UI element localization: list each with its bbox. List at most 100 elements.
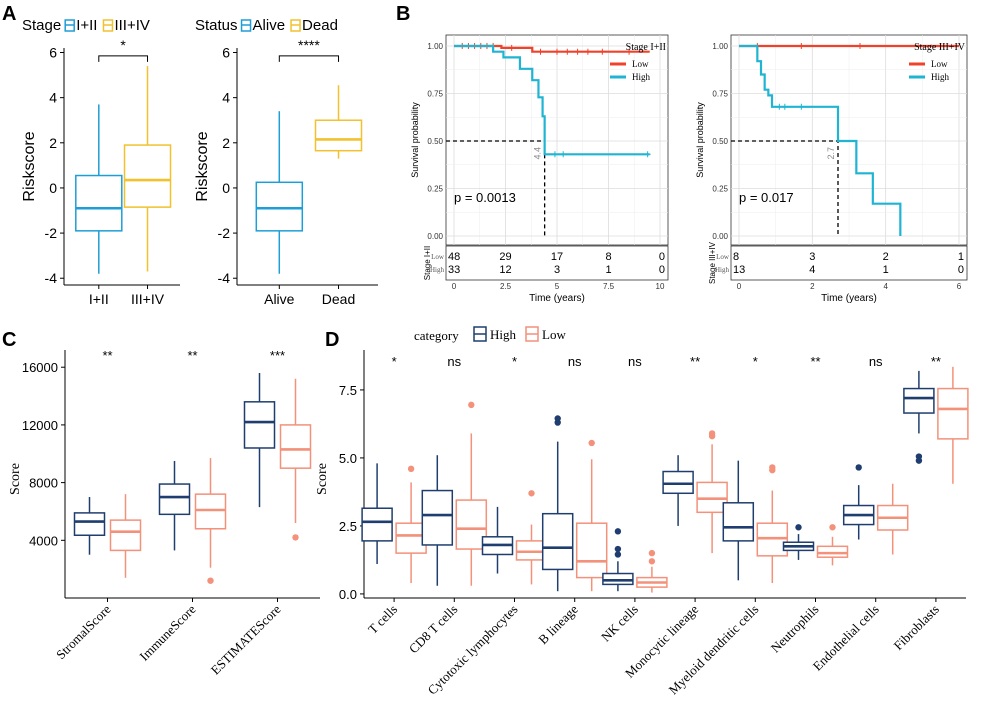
risk-row-name: Low (716, 253, 730, 261)
x-axis-label: Time (years) (821, 293, 877, 304)
risk-count: 29 (499, 251, 511, 263)
risk-count: 1 (883, 264, 889, 276)
y-tick-label: 4 (222, 90, 230, 106)
x-tick-label: 4 (883, 282, 888, 291)
box-low-immunescore-outlier (207, 577, 213, 583)
risk-count: 33 (448, 264, 460, 276)
y-tick-label: -4 (45, 270, 58, 286)
box-low-cd8-t-cells-outlier (468, 402, 474, 408)
y-tick-label: 0 (49, 180, 57, 196)
box-high-cd8-t-cells-box (422, 491, 452, 545)
panel-a-status-plot: -4 -2 0 2 4 6 Riskscore Alive Dead **** Status Aliv… (194, 17, 378, 307)
box-low-nk-cells-outlier (649, 558, 655, 564)
risk-count: 48 (448, 251, 460, 263)
risk-row-name: Low (431, 253, 445, 261)
x-tick-label: ESTIMATEScore (208, 601, 284, 677)
box-low-stromalscore-box (111, 520, 141, 550)
box-low-neutrophils-outlier (829, 524, 835, 530)
median-survival-label: 2.7 (826, 147, 836, 160)
y-tick-label: 0.0 (339, 587, 357, 602)
x-tick-label: 2.5 (500, 282, 512, 291)
x-tick-label: 6 (957, 282, 962, 291)
box-high-stromalscore-box (75, 513, 105, 535)
y-axis-label: Survival probability (695, 102, 705, 178)
x-tick-label: Fibroblasts (891, 602, 942, 653)
box-high-myeloid-dendritic-cells-box (723, 503, 753, 541)
y-tick-label: 7.5 (339, 383, 357, 398)
box-low-myeloid-dendritic-cells-outlier (769, 464, 775, 470)
significance-label: ** (931, 354, 941, 369)
legend-title: Stage III+IV (914, 42, 966, 53)
figure: A B C D -4-20246RiskscoreI+II III+IV*Stag… (0, 0, 982, 705)
significance-label: ** (810, 354, 820, 369)
p-value: p = 0.017 (739, 190, 794, 205)
box-dead-box (316, 120, 362, 150)
x-tick-label: I+II (89, 291, 109, 307)
y-tick-label: 2.5 (339, 519, 357, 534)
box-low-t-cells-outlier (408, 466, 414, 472)
significance-bracket (279, 56, 338, 62)
y-tick-label: 16000 (22, 360, 58, 375)
risk-count: 8 (733, 251, 739, 263)
risk-count: 8 (605, 251, 611, 263)
box-high-b-lineage-outlier (555, 415, 561, 421)
box-high-b-lineage-box (543, 514, 573, 570)
box-iii-iv-box (125, 145, 171, 207)
panel-letter-a: A (2, 3, 16, 25)
y-tick-label: 0.25 (427, 185, 443, 194)
risk-count: 3 (809, 251, 815, 263)
box-high-estimatescore-box (245, 402, 275, 448)
panel-b-late-stage-km: 0.00 0.25 0.50 0.75 1.00 Survival probability… (695, 35, 967, 304)
box-low-immunescore-box (196, 494, 226, 529)
risk-count: 0 (958, 264, 964, 276)
risk-count: 1 (958, 251, 964, 263)
x-tick-label: NK cells (598, 602, 641, 645)
y-tick-label: 0.00 (712, 232, 728, 241)
box-high-immunescore-box (160, 484, 190, 514)
risk-count: 1 (605, 264, 611, 276)
box-i-ii-box (76, 176, 122, 231)
panel-c-estimate-scores: 400080001200016000ScoreStromalScore**Imm… (8, 348, 320, 677)
y-tick-label: -2 (218, 225, 231, 241)
y-tick-label: 0.00 (427, 232, 443, 241)
significance-label: ns (869, 354, 883, 369)
legend-label: High (490, 327, 517, 342)
y-tick-label: 4000 (29, 533, 58, 548)
risk-table-label: Stage I+II (423, 246, 432, 280)
risk-count: 0 (659, 251, 665, 263)
legend-label: I+II (76, 17, 97, 34)
box-high-neutrophils-outlier (795, 524, 801, 530)
y-tick-label: 0 (222, 180, 230, 196)
y-tick-label: -4 (218, 270, 231, 286)
box-low-fibroblasts-box (938, 389, 968, 439)
legend-label: III+IV (114, 17, 149, 34)
y-axis-label: Riskscore (21, 131, 38, 201)
legend-label: Low (931, 59, 948, 69)
risk-count: 0 (659, 264, 665, 276)
y-tick-label: 2 (49, 135, 57, 151)
y-tick-label: 4 (49, 90, 57, 106)
box-low-estimatescore-outlier (292, 534, 298, 540)
y-tick-label: 0.50 (712, 137, 728, 146)
significance-label: ** (690, 354, 700, 369)
x-tick-label: CD8 T cells (406, 602, 461, 657)
y-axis-label: Score (315, 463, 330, 495)
x-tick-label: 0 (452, 282, 457, 291)
x-tick-label: Alive (264, 291, 295, 307)
significance-label: ns (447, 354, 461, 369)
x-tick-label: StromalScore (53, 601, 114, 662)
y-tick-label: 1.00 (712, 42, 728, 51)
risk-table-label: Stage III+IV (708, 241, 717, 284)
x-tick-label: III+IV (131, 291, 165, 307)
x-tick-label: Neutrophils (768, 602, 822, 656)
y-tick-label: 8000 (29, 476, 58, 491)
x-tick-label: 7.5 (603, 282, 615, 291)
y-tick-label: 12000 (22, 418, 58, 433)
legend-label: High (632, 72, 651, 82)
y-tick-label: 1.00 (427, 42, 443, 51)
risk-count: 2 (883, 251, 889, 263)
risk-count: 13 (733, 264, 745, 276)
box-high-t-cells-box (362, 508, 392, 541)
x-axis-label: Time (years) (529, 293, 585, 304)
